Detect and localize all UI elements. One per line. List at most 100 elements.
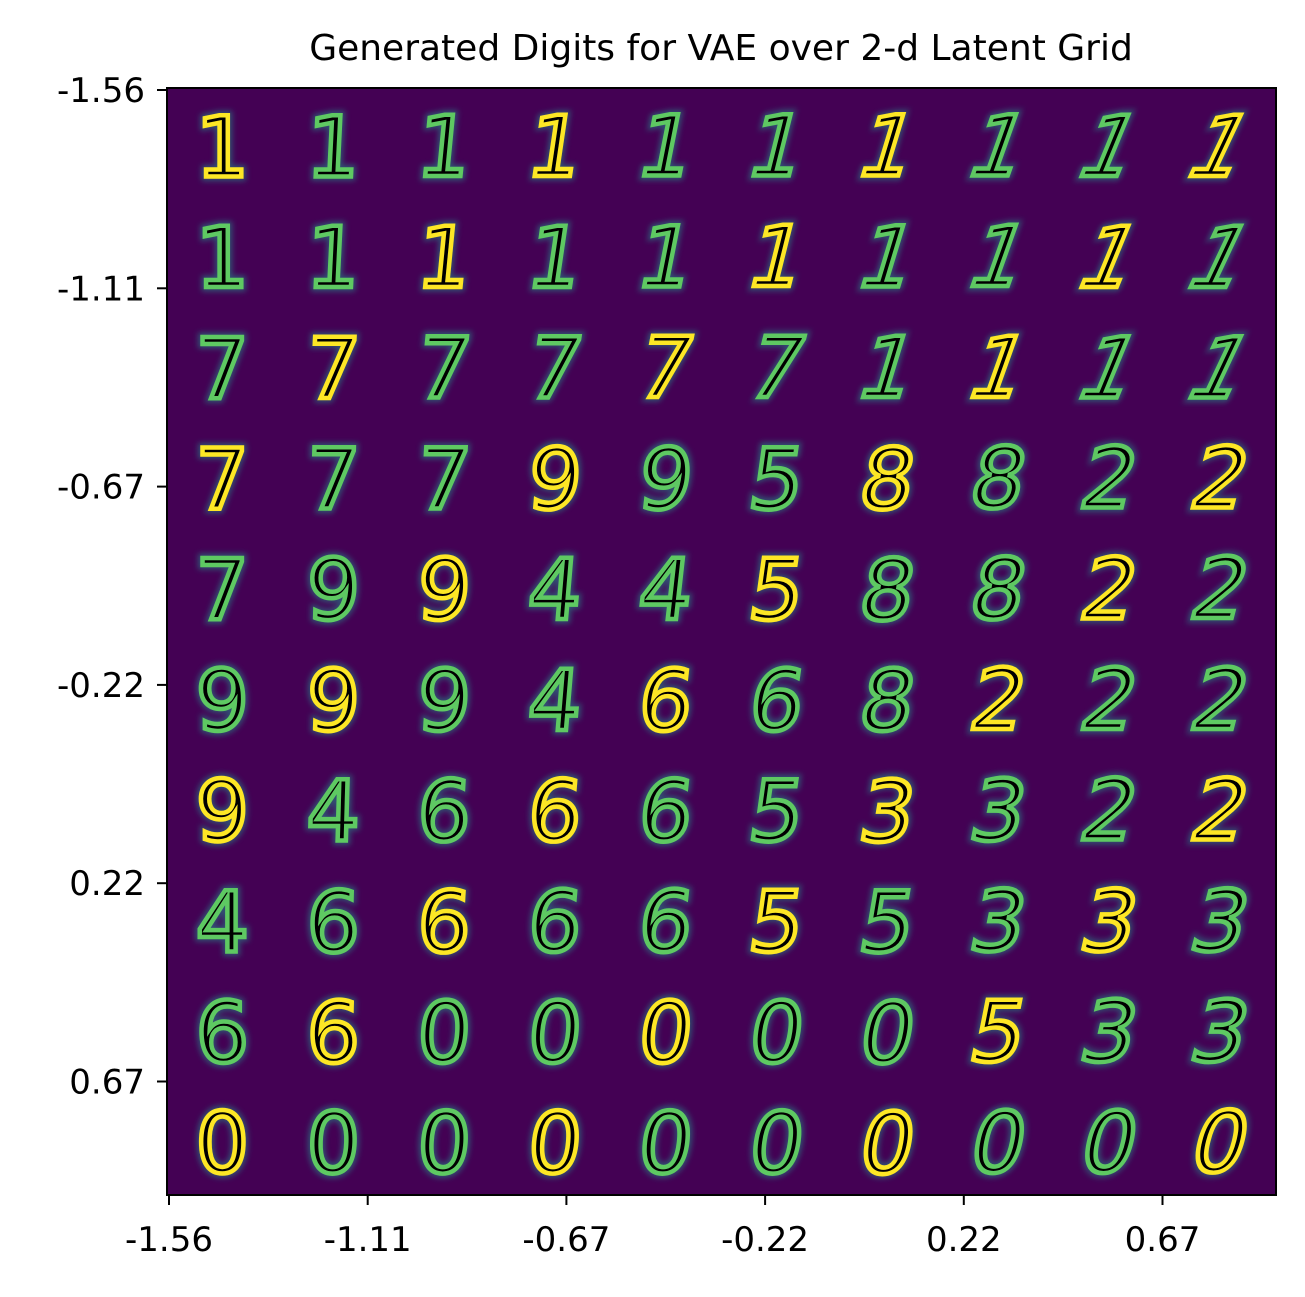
digit-halo: 0 xyxy=(415,984,474,1082)
plot-background xyxy=(167,88,1276,1195)
digit-glyph: 7 xyxy=(413,320,476,418)
digit-glyph: 6 xyxy=(634,763,698,861)
digit-cell: 00 xyxy=(301,1090,366,1197)
chart-title: Generated Digits for VAE over 2-d Latent… xyxy=(309,28,1133,69)
digit-glyph: 6 xyxy=(415,763,474,861)
digit-halo: 4 xyxy=(305,763,361,861)
x-axis: -1.56 -1.11 -0.67 -0.22 0.22 0.67 xyxy=(125,1195,1200,1260)
digit-halo: 7 xyxy=(305,430,361,528)
x-tick-label: 0.67 xyxy=(1125,1220,1201,1260)
digit-halo: 9 xyxy=(415,541,474,639)
x-tick-label: -0.22 xyxy=(721,1220,809,1260)
digit-halo: 6 xyxy=(524,763,586,861)
digit-halo: 6 xyxy=(196,984,249,1082)
digit-cell: 11 xyxy=(191,205,253,312)
digit-cell: 77 xyxy=(410,426,478,533)
x-tick-label: 0.22 xyxy=(926,1220,1002,1260)
digit-glyph: 0 xyxy=(415,1095,474,1193)
digit-glyph: 9 xyxy=(305,652,361,750)
digit-halo: 0 xyxy=(305,1095,361,1193)
digit-halo: 7 xyxy=(415,430,474,528)
digit-glyph: 4 xyxy=(196,873,249,971)
digit-cell: 99 xyxy=(301,647,366,754)
digit-halo: 9 xyxy=(305,652,361,750)
digit-cell: 00 xyxy=(191,1090,253,1197)
digit-cell: 99 xyxy=(629,426,702,533)
digit-cell: 77 xyxy=(408,315,480,422)
digit-cell: 00 xyxy=(520,980,591,1087)
digit-glyph: 9 xyxy=(524,430,586,528)
digit-cell: 66 xyxy=(410,869,478,976)
y-tick-label: -1.56 xyxy=(57,71,145,111)
digit-cell: 77 xyxy=(191,426,253,533)
digit-glyph: 1 xyxy=(196,209,249,307)
digit-glyph: 6 xyxy=(634,652,698,750)
digit-cell: 44 xyxy=(629,537,702,644)
digit-halo: 1 xyxy=(304,98,362,196)
y-tick-label: -1.11 xyxy=(57,269,145,309)
digit-cell: 66 xyxy=(629,869,702,976)
digit-cell: 99 xyxy=(520,426,591,533)
digit-glyph: 7 xyxy=(196,320,249,418)
digit-cell: 66 xyxy=(191,980,253,1087)
digit-cell: 77 xyxy=(300,315,367,422)
digit-glyph: 1 xyxy=(413,98,476,196)
digit-glyph: 0 xyxy=(962,1095,1035,1193)
digit-halo: 1 xyxy=(413,98,476,196)
digit-halo: 7 xyxy=(304,320,362,418)
digit-cell: 44 xyxy=(301,758,366,865)
digit-cell: 00 xyxy=(739,1090,815,1197)
digit-glyph: 9 xyxy=(415,541,474,639)
digit-cell: 77 xyxy=(191,537,253,644)
digit-glyph: 6 xyxy=(524,873,586,971)
digit-glyph: 0 xyxy=(853,1095,923,1193)
digit-cell: 44 xyxy=(520,537,591,644)
digit-cell: 55 xyxy=(848,869,927,976)
digit-glyph: 0 xyxy=(415,984,474,1082)
digit-halo: 0 xyxy=(196,1095,249,1193)
x-tick-label: -1.56 xyxy=(125,1220,213,1260)
digit-halo: 7 xyxy=(738,320,816,417)
digit-glyph: 7 xyxy=(305,430,361,528)
digit-cell: 99 xyxy=(191,647,253,754)
digit-halo: 9 xyxy=(305,541,361,639)
digit-glyph: 9 xyxy=(196,763,249,861)
digit-glyph: 9 xyxy=(634,431,698,529)
digit-halo: 9 xyxy=(415,652,474,750)
digit-cell: 99 xyxy=(410,537,478,644)
digit-cell: 44 xyxy=(520,647,591,754)
digit-halo: 4 xyxy=(524,541,586,639)
digit-halo: 7 xyxy=(196,430,249,528)
digit-cell: 66 xyxy=(301,869,366,976)
digit-halo: 4 xyxy=(524,652,586,750)
digit-glyph: 0 xyxy=(524,1095,586,1193)
digit-glyph: 1 xyxy=(304,98,362,196)
digit-glyph: 0 xyxy=(634,1095,698,1193)
digit-cell: 00 xyxy=(410,1090,478,1197)
digit-cell: 44 xyxy=(191,869,253,976)
digit-glyph: 0 xyxy=(634,984,698,1082)
y-tick-label: 0.22 xyxy=(69,864,145,904)
digit-cell: 00 xyxy=(520,1090,591,1197)
digit-cell: 66 xyxy=(629,758,702,865)
digit-cell: 00 xyxy=(410,980,478,1087)
digit-glyph: 0 xyxy=(524,984,586,1082)
digit-cell: 99 xyxy=(191,758,253,865)
digit-glyph: 0 xyxy=(305,1095,361,1193)
x-tick-label: -1.11 xyxy=(324,1220,412,1260)
digit-glyph: 6 xyxy=(305,873,361,971)
digit-halo: 1 xyxy=(196,209,249,307)
digit-glyph: 1 xyxy=(413,209,476,307)
digit-cell: 66 xyxy=(301,980,366,1087)
digit-halo: 0 xyxy=(634,1095,698,1193)
digit-cell: 00 xyxy=(848,1090,927,1197)
digit-cell: 11 xyxy=(408,205,480,312)
digit-glyph: 6 xyxy=(305,984,361,1082)
digit-glyph: 1 xyxy=(304,209,362,307)
digit-cell: 11 xyxy=(191,94,253,201)
y-tick-label: -0.22 xyxy=(57,666,145,706)
digit-cell: 99 xyxy=(410,647,478,754)
digit-glyph: 9 xyxy=(305,541,361,639)
digit-cell: 66 xyxy=(410,758,478,865)
